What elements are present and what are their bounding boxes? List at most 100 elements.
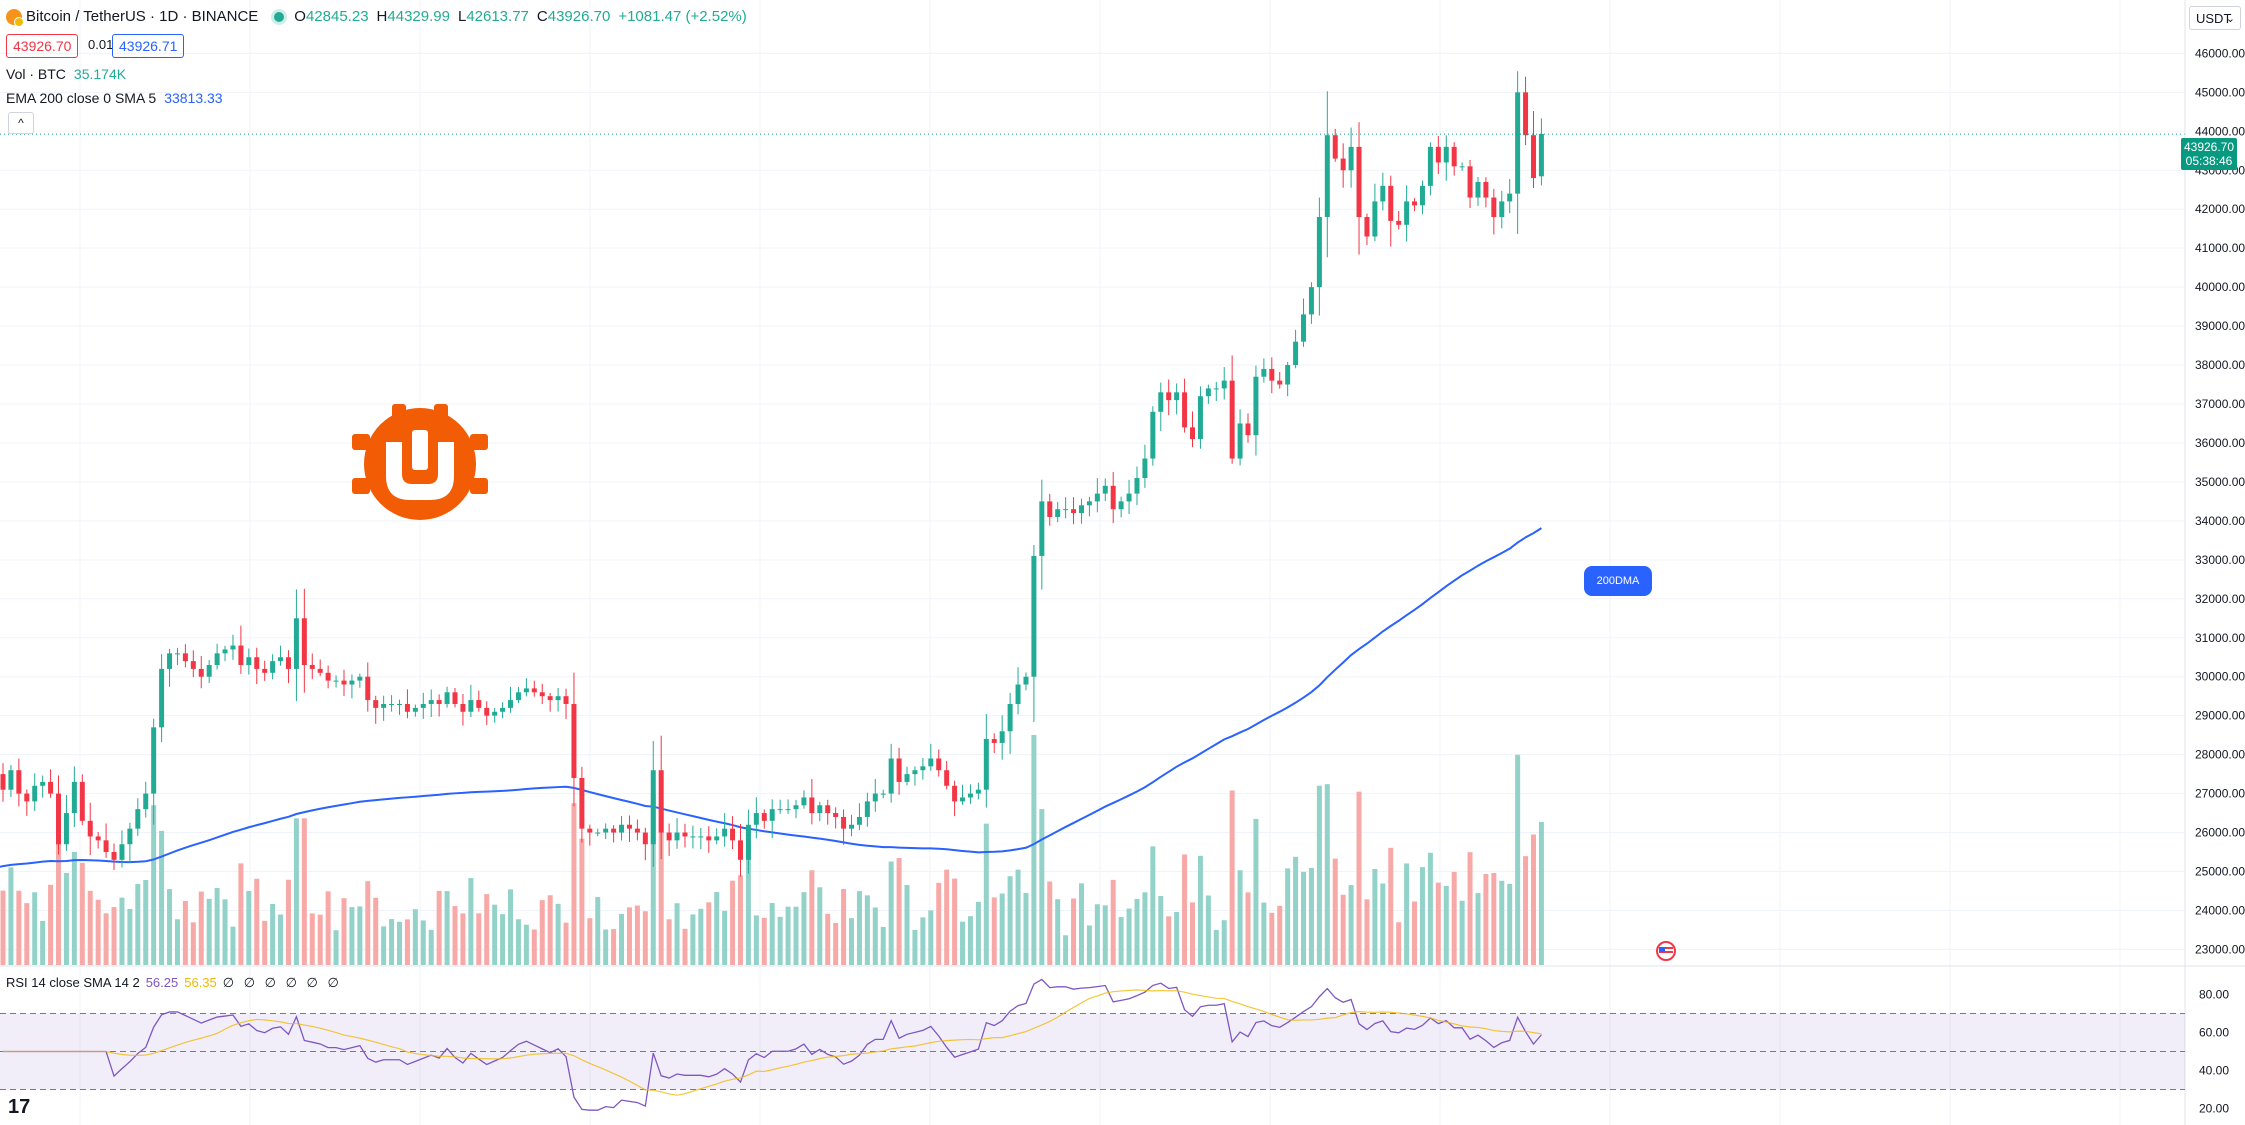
volume-bar [1134,898,1140,965]
candle-body [174,653,180,655]
candle-body [555,696,561,701]
last-price-tag: 43926.70 05:38:46 [2181,138,2237,170]
volume-bar [1086,925,1092,965]
symbol-title[interactable]: Bitcoin / TetherUS · 1D · BINANCE [26,8,259,25]
bitcoin-icon [6,8,24,27]
rsi-pane: 20.00 40.00 60.00 80.00 [0,978,2229,1116]
volume-bar [206,898,212,965]
rsi-tick-label: 80.00 [2199,988,2229,1002]
candle-body [32,785,38,802]
volume-bar [1237,870,1243,965]
volume-bar [1047,881,1053,965]
volume-bar [603,929,609,965]
volume-bar [1419,867,1425,965]
candle-body [222,649,228,654]
candle-body [198,668,204,677]
volume-bar [246,891,252,965]
candle-body [1007,703,1013,732]
candle-body [325,672,331,681]
candle-body [587,828,593,833]
price-tick-label: 24000.00 [2195,903,2245,917]
volume-bar [690,914,696,965]
collapse-legend-button[interactable]: ^ [8,112,34,134]
candle-body [159,668,165,728]
candle-body [1102,485,1108,494]
volume-bar [127,908,133,965]
volume-bar [1269,912,1275,965]
rsi-legend[interactable]: RSI 14 close SMA 14 2 56.25 56.35 ∅ ∅ ∅ ∅ ∅… [6,975,342,991]
candle-body [1269,368,1275,381]
candle-body [817,805,823,814]
chevron-down-icon: ⌄ [2225,13,2235,25]
candle-body [333,680,339,682]
candle-body [1364,217,1370,237]
candle-body [714,836,720,841]
price-tick-label: 31000.00 [2195,631,2245,645]
candle-body [349,680,355,685]
volume-bar [1229,790,1235,965]
volume-bar [476,913,482,965]
ema-200-path [0,527,1542,868]
volume-bar [769,902,775,965]
volume-bar [143,880,149,965]
candle-body [278,657,284,662]
volume-bar [460,913,466,965]
price-tick-label: 34000.00 [2195,514,2245,528]
price-tick-label: 36000.00 [2195,436,2245,450]
volume-bar [896,858,902,965]
volume-bar [1293,856,1299,965]
rsi-extra-values: ∅ ∅ ∅ ∅ ∅ ∅ [222,975,342,990]
volume-bar [1055,899,1061,965]
volume-bar [1245,892,1251,965]
candle-body [1483,181,1489,198]
candle-body [1237,423,1243,459]
volume-bar [730,880,736,965]
volume-bar [1253,818,1259,965]
buy-button[interactable]: 43926.71 [112,34,185,58]
candle-body [634,828,640,833]
candle-body [793,805,799,810]
candle-body [1515,92,1521,194]
volume-bar [1308,867,1314,965]
price-tick-label: 27000.00 [2195,787,2245,801]
candle-body [373,700,379,708]
volume-bar [254,878,260,965]
volume-bar [1182,854,1188,965]
price-tick-label: 32000.00 [2195,592,2245,606]
volume-bar [555,903,561,965]
candle-body [420,703,426,708]
volume-bar [222,899,228,965]
candle-body [468,700,474,712]
tradingview-logo[interactable]: 17 [8,1096,31,1118]
candle-body [135,809,141,829]
volume-bar [508,889,514,965]
rsi-value: 56.25 [145,975,179,990]
volume-indicator-legend[interactable]: Vol · BTC 35.174K [6,66,126,82]
volume-bar [714,892,720,965]
volume-bar [1094,904,1100,965]
price-tick-label: 28000.00 [2195,748,2245,762]
200dma-annotation[interactable]: 200DMA [1584,566,1652,596]
candle-body [1094,493,1100,502]
candle-body [56,793,62,845]
candle-body [103,840,109,853]
sell-button[interactable]: 43926.70 [6,34,79,58]
volume-bar [1285,868,1291,965]
currency-selector[interactable]: USDT ⌄ [2189,6,2241,30]
rsi-tick-label: 60.00 [2199,1026,2229,1040]
volume-bar [1102,905,1108,965]
candle-body [1475,181,1481,198]
volume-bar [309,913,315,965]
volume-bar [650,793,656,965]
candle-body [428,700,434,704]
volume-bar [436,890,442,965]
volume-bar [24,903,30,965]
volume-bar [238,863,244,965]
candle-body [1507,193,1513,202]
ema-indicator-legend[interactable]: EMA 200 close 0 SMA 5 33813.33 [6,90,223,106]
candle-body [991,739,997,743]
candle-body [1205,388,1211,397]
ohlc-open: 42845.23 [305,8,369,25]
candle-body [1134,478,1140,494]
